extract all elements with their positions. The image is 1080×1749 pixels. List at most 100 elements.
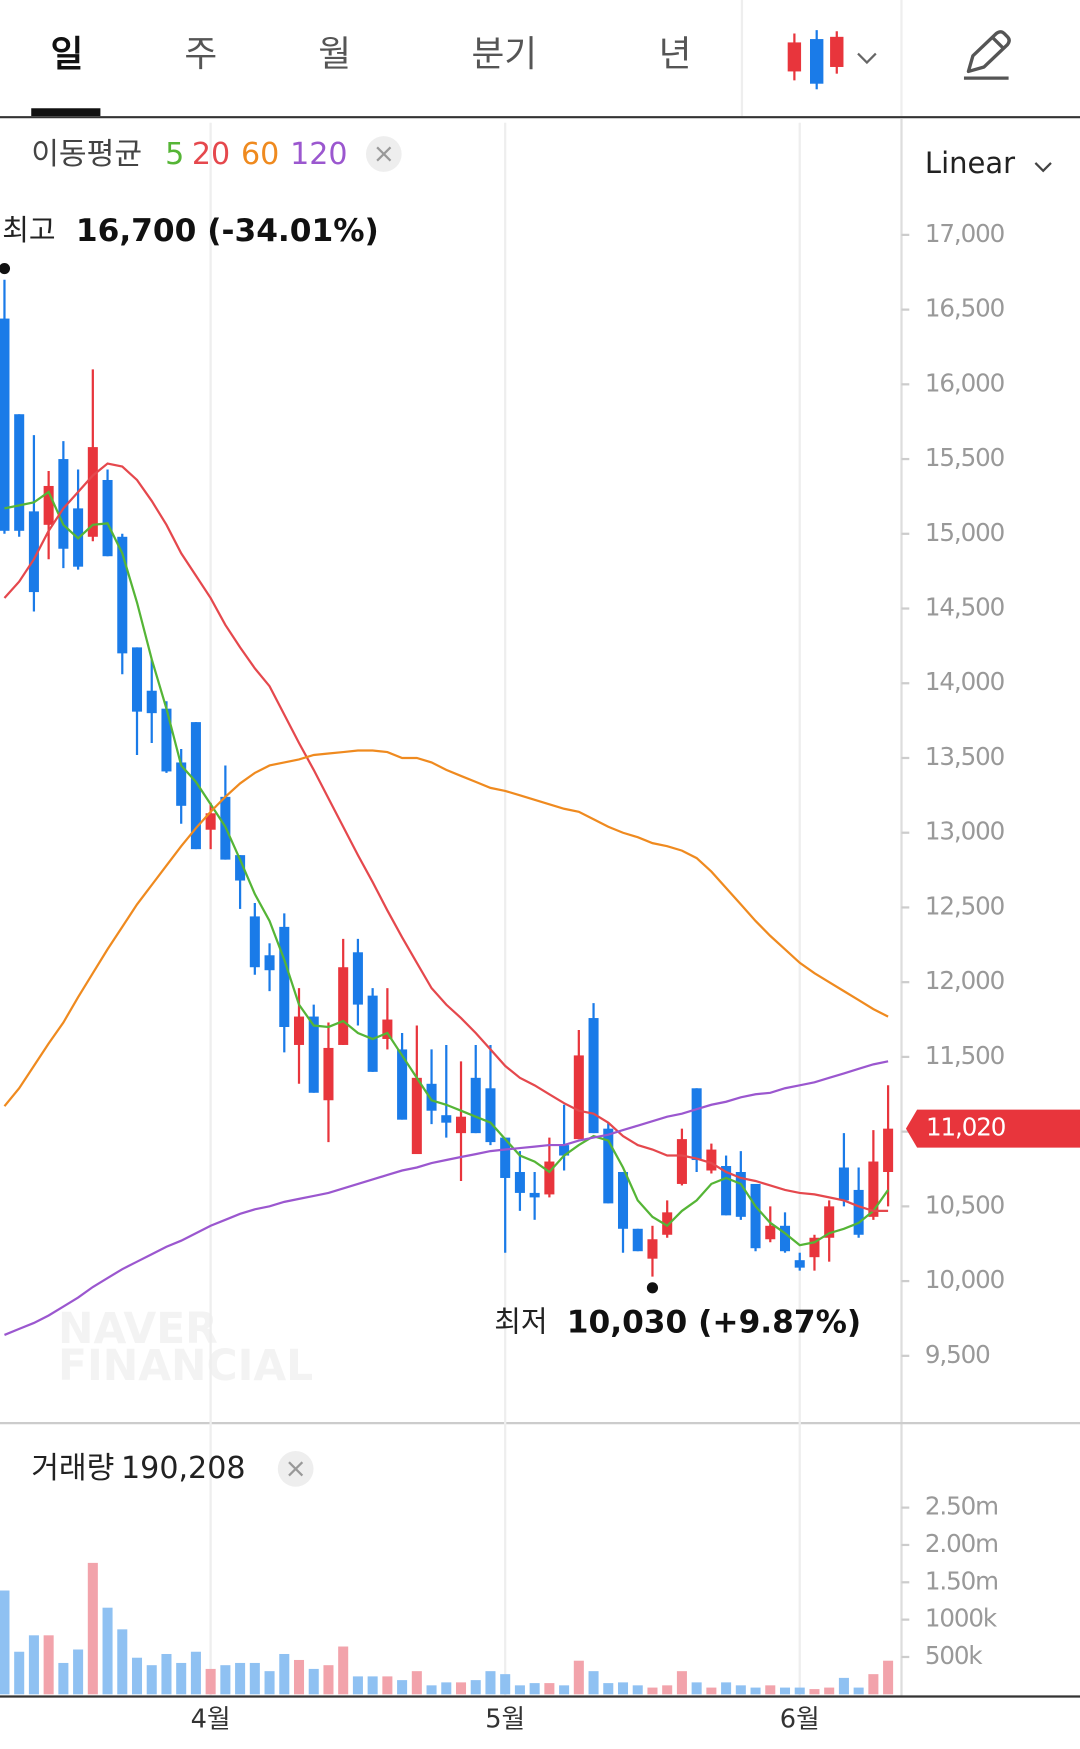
volume-y-tick-label: 1000k [925, 1604, 998, 1633]
legend-entry: 5 [165, 137, 184, 172]
volume-bar [809, 1689, 820, 1695]
volume-bar [249, 1662, 260, 1695]
candle-body [279, 926, 290, 1028]
candle-body [794, 1260, 805, 1268]
ma-line [3, 749, 889, 1107]
y-tick-label: 11,500 [925, 1041, 1004, 1070]
candle-body [131, 647, 143, 712]
period-tab[interactable]: 분기 [471, 34, 537, 75]
y-tick-label: 13,000 [925, 817, 1004, 846]
candle-body [397, 1049, 408, 1120]
period-tab[interactable]: 주 [184, 34, 217, 75]
volume-y-tick-label: 2.50m [925, 1492, 998, 1521]
candle-body [235, 855, 246, 881]
y-tick-label: 12,500 [925, 891, 1004, 920]
high-marker [0, 262, 11, 275]
watermark: FINANCIAL [58, 1341, 313, 1390]
plot-area [0, 122, 894, 1696]
candle-body [647, 1239, 658, 1259]
volume-bar [323, 1665, 334, 1695]
y-tick-label: 15,500 [925, 443, 1004, 472]
volume-bar [485, 1671, 496, 1695]
y-tick-label: 13,500 [925, 742, 1004, 771]
y-tick-label: 15,000 [925, 518, 1004, 547]
volume-bar [838, 1677, 849, 1695]
volume-bar [470, 1680, 481, 1695]
volume-bar [161, 1653, 172, 1695]
candle-body [868, 1161, 879, 1217]
volume-bar [87, 1562, 98, 1695]
chart-type-button[interactable] [787, 30, 877, 90]
active-tab-underline [31, 108, 101, 117]
candle-body [28, 511, 39, 593]
candle-body [662, 1212, 673, 1235]
volume-bar [367, 1676, 378, 1695]
volume-bar [544, 1683, 555, 1695]
volume-current: 190,208 [121, 1450, 245, 1485]
volume-bar [190, 1651, 201, 1695]
draw-button[interactable] [963, 30, 1011, 80]
x-tick-label: 5월 [485, 1704, 525, 1734]
y-tick-label: 16,500 [925, 294, 1004, 323]
candle-body [691, 1088, 702, 1161]
ma-title: 이동평균 [31, 137, 142, 172]
candle-body [750, 1183, 761, 1249]
volume-bar [58, 1662, 69, 1695]
volume-bar [308, 1668, 319, 1695]
volume-bar [794, 1687, 805, 1695]
current-price-tag [905, 1109, 1080, 1148]
high-text: 16,700 (-34.01%) [76, 213, 379, 249]
volume-bar [102, 1607, 113, 1695]
volume-bar [632, 1685, 643, 1695]
legend-entry: 20 [192, 137, 230, 172]
period-tab[interactable]: 일 [51, 34, 84, 75]
volume-bar [28, 1635, 39, 1695]
candle-body [632, 1228, 643, 1252]
volume-bar [617, 1682, 629, 1695]
scale-mode: Linear [925, 146, 1015, 180]
candle-body [676, 1139, 687, 1184]
candle-body [809, 1237, 820, 1258]
y-tick-label: 10,000 [925, 1265, 1004, 1294]
candle-body [544, 1161, 555, 1195]
volume-bar [647, 1687, 658, 1695]
period-tab[interactable]: 년 [659, 34, 692, 75]
ma-line [3, 462, 889, 1213]
candle-body [411, 1077, 422, 1155]
volume-bar [721, 1682, 732, 1695]
x-tick-label: 6월 [780, 1704, 820, 1734]
volume-bar [352, 1676, 363, 1695]
candle-body [779, 1225, 791, 1252]
volume-bar [235, 1662, 246, 1695]
y-tick-label: 17,000 [925, 219, 1004, 248]
candle-body [352, 952, 363, 1005]
candle-body [559, 1145, 570, 1156]
candle-body [603, 1128, 614, 1204]
ma-line [4, 490, 890, 1247]
candle-body [117, 536, 128, 654]
volume-y-tick-label: 2.00m [925, 1529, 998, 1558]
period-tab[interactable]: 월 [318, 34, 351, 75]
candle-body [249, 916, 260, 968]
candle-body [617, 1171, 629, 1229]
candle-body [161, 708, 172, 772]
candle-body [470, 1077, 481, 1134]
candle-body [426, 1083, 437, 1111]
ma-close-button[interactable] [365, 136, 402, 172]
volume-bar [868, 1674, 879, 1695]
candle-body [500, 1137, 511, 1178]
ma-line [4, 1060, 889, 1336]
current-price-label: 11,020 [926, 1113, 1005, 1142]
volume-bar [529, 1683, 540, 1695]
low-text: 10,030 (+9.87%) [567, 1305, 861, 1341]
scale-dropdown[interactable]: Linear [925, 146, 1052, 180]
candle-body [706, 1149, 717, 1171]
volume-close-button[interactable] [277, 1450, 314, 1487]
y-tick-label: 16,000 [925, 368, 1004, 397]
candle-body [308, 1016, 319, 1093]
volume-bar [14, 1651, 25, 1695]
volume-bar [676, 1671, 687, 1695]
volume-bar [0, 1590, 10, 1695]
